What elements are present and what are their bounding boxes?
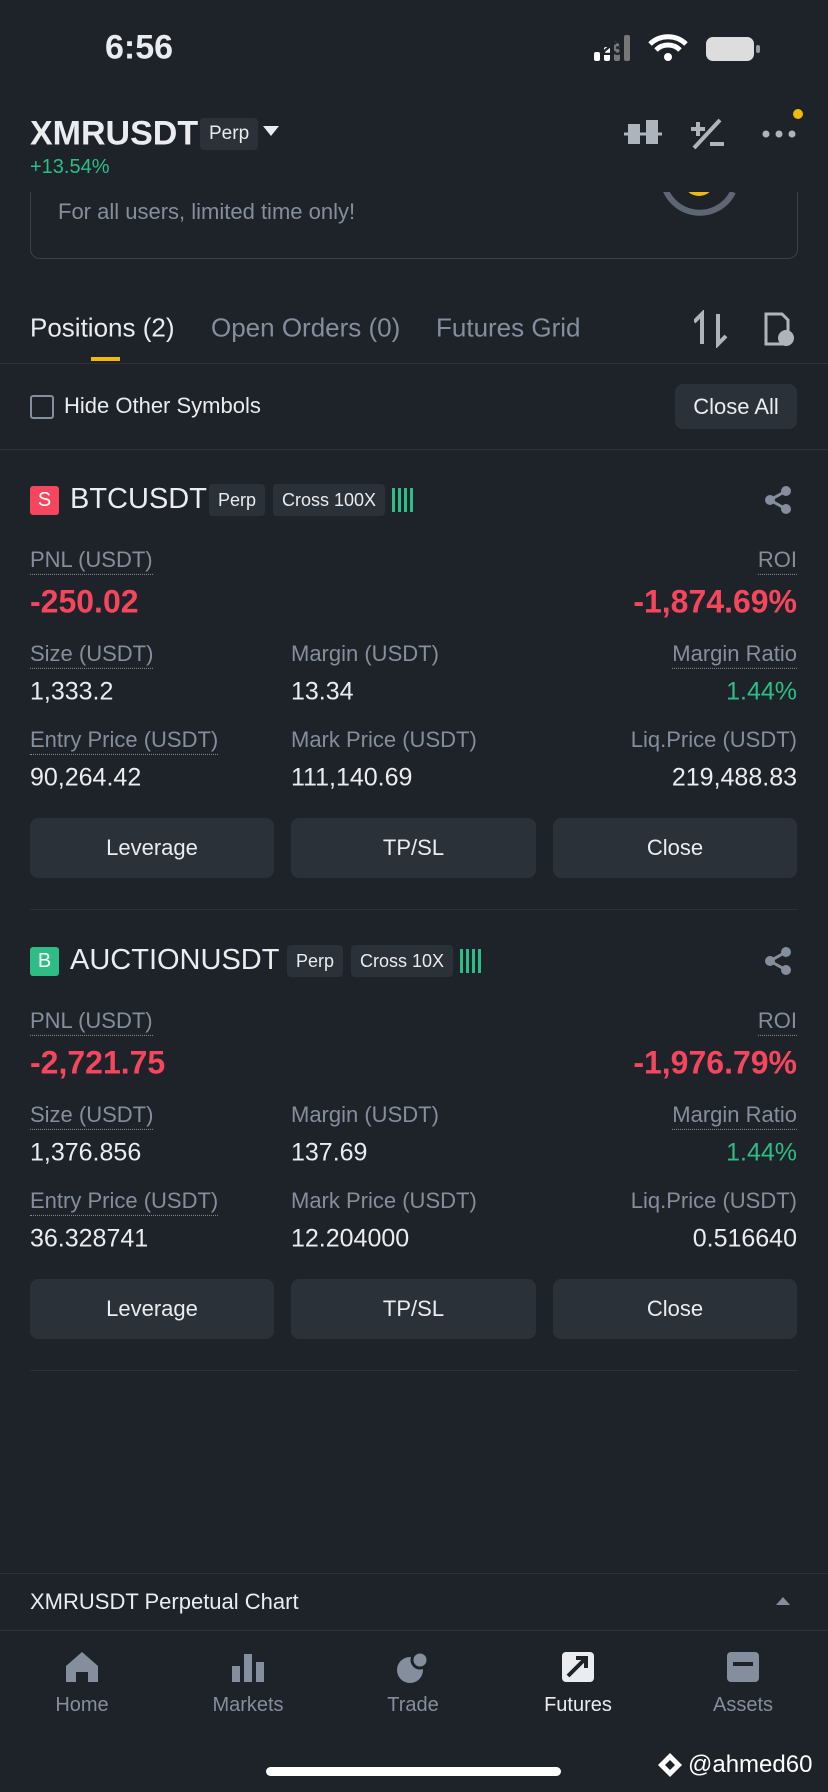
nav-icon: [397, 1650, 430, 1683]
tab[interactable]: Futures Grid: [436, 312, 581, 343]
divider: [0, 1630, 828, 1631]
header-actions[interactable]: [624, 114, 804, 156]
home-indicator: [266, 1767, 561, 1776]
banner-text: For all users, limited time only!: [58, 198, 356, 224]
strength-bars: [392, 488, 413, 512]
price-change: +13.54%: [30, 156, 110, 178]
position-card: B AUCTIONUSDT Perp Cross 10X PNL (USDT) …: [0, 910, 828, 1371]
divider: [0, 449, 828, 450]
divider: [0, 363, 828, 364]
field-value: 111,140.69: [291, 763, 413, 792]
dropdown-caret[interactable]: [263, 126, 279, 138]
position-card: S BTCUSDT Perp Cross 100X PNL (USDT) -25…: [0, 449, 828, 910]
field-label: Entry Price (USDT): [30, 726, 219, 755]
tab[interactable]: Positions (2): [30, 312, 175, 343]
header-bg: [0, 80, 828, 192]
symbol-title[interactable]: XMRUSDT: [30, 114, 199, 153]
chart-bar-caret[interactable]: [776, 1596, 790, 1606]
pnl-value: -250.02: [30, 583, 139, 620]
field-label: Margin Ratio: [672, 1101, 797, 1130]
field-label: Liq.Price (USDT): [630, 726, 797, 752]
field-value: 1.44%: [726, 1138, 797, 1167]
nav-label: Home: [55, 1694, 109, 1716]
field-label: Entry Price (USDT): [30, 1187, 219, 1216]
tag: Perp: [287, 945, 344, 977]
field-value: 90,264.42: [30, 763, 142, 792]
nav-item[interactable]: Assets: [668, 1630, 818, 1750]
field-value: 13.34: [291, 677, 354, 706]
tag: Cross 100X: [273, 484, 386, 516]
field-label: PNL (USDT): [30, 546, 153, 575]
tag: Perp: [209, 484, 266, 516]
share-icon[interactable]: [764, 485, 794, 515]
divider: [30, 909, 798, 910]
roi-value: -1,874.69%: [633, 583, 797, 620]
field-value: 1,376.856: [30, 1138, 142, 1167]
field-label: Margin (USDT): [291, 640, 439, 666]
field-label: Mark Price (USDT): [291, 1187, 477, 1213]
nav-item[interactable]: Home: [7, 1630, 157, 1750]
share-icon[interactable]: [764, 946, 794, 976]
action-button[interactable]: Close: [553, 1279, 797, 1339]
divider: [30, 1370, 798, 1371]
side-badge: B: [30, 947, 59, 976]
action-button[interactable]: TP/SL: [291, 1279, 536, 1339]
action-button[interactable]: TP/SL: [291, 818, 536, 878]
watermark: @ahmed60: [688, 1750, 813, 1778]
close-all-button[interactable]: Close All: [675, 384, 797, 429]
field-label: Liq.Price (USDT): [630, 1187, 797, 1213]
action-button[interactable]: Leverage: [30, 818, 274, 878]
nav-icon: [727, 1652, 759, 1682]
strength-bars: [460, 949, 481, 973]
notification-dot: [793, 109, 803, 119]
field-value: 1,333.2: [30, 677, 114, 706]
position-symbol[interactable]: AUCTIONUSDT: [70, 944, 280, 977]
nav-label: Futures: [544, 1694, 612, 1716]
field-label: ROI: [757, 546, 797, 575]
field-label: Size (USDT): [30, 1101, 154, 1130]
tab[interactable]: Open Orders (0): [211, 312, 401, 343]
field-label: ROI: [757, 1007, 797, 1036]
checkbox-label: Hide Other Symbols: [64, 392, 261, 418]
field-value: 137.69: [291, 1138, 368, 1167]
position-symbol[interactable]: BTCUSDT: [70, 483, 207, 516]
field-label: Margin Ratio: [672, 640, 797, 669]
nav-item[interactable]: Markets: [173, 1630, 323, 1750]
status-icons: [594, 34, 760, 61]
nav-item[interactable]: Trade: [338, 1630, 488, 1750]
tab-indicator: [91, 357, 120, 361]
tag: Cross 10X: [351, 945, 454, 977]
field-value: 1.44%: [726, 677, 797, 706]
side-badge: S: [30, 486, 59, 515]
nav-item[interactable]: Futures: [503, 1630, 653, 1750]
roi-value: -1,976.79%: [633, 1044, 797, 1081]
nav-label: Assets: [712, 1694, 774, 1716]
field-label: Mark Price (USDT): [291, 726, 477, 752]
field-value: 0.516640: [692, 1224, 797, 1253]
checkbox[interactable]: [30, 395, 54, 419]
nav-icon: [562, 1652, 594, 1682]
pnl-value: -2,721.75: [30, 1044, 166, 1081]
status-time: 6:56: [105, 28, 174, 67]
nav-label: Markets: [212, 1694, 284, 1716]
watermark-logo: [658, 1753, 682, 1777]
chart-bar-label[interactable]: XMRUSDT Perpetual Chart: [30, 1588, 299, 1614]
nav-icon: [66, 1652, 98, 1682]
nav-icon: [232, 1654, 264, 1682]
field-label: PNL (USDT): [30, 1007, 153, 1036]
field-label: Size (USDT): [30, 640, 154, 669]
tab-actions[interactable]: [694, 310, 798, 348]
perp-badge: Perp: [200, 118, 259, 150]
action-button[interactable]: Leverage: [30, 1279, 274, 1339]
field-value: 219,488.83: [671, 763, 797, 792]
battery-level: 23: [600, 38, 624, 60]
nav-label: Trade: [387, 1694, 439, 1716]
action-button[interactable]: Close: [553, 818, 797, 878]
field-value: 12.204000: [291, 1224, 410, 1253]
field-label: Margin (USDT): [291, 1101, 439, 1127]
field-value: 36.328741: [30, 1224, 149, 1253]
divider: [0, 1573, 828, 1574]
